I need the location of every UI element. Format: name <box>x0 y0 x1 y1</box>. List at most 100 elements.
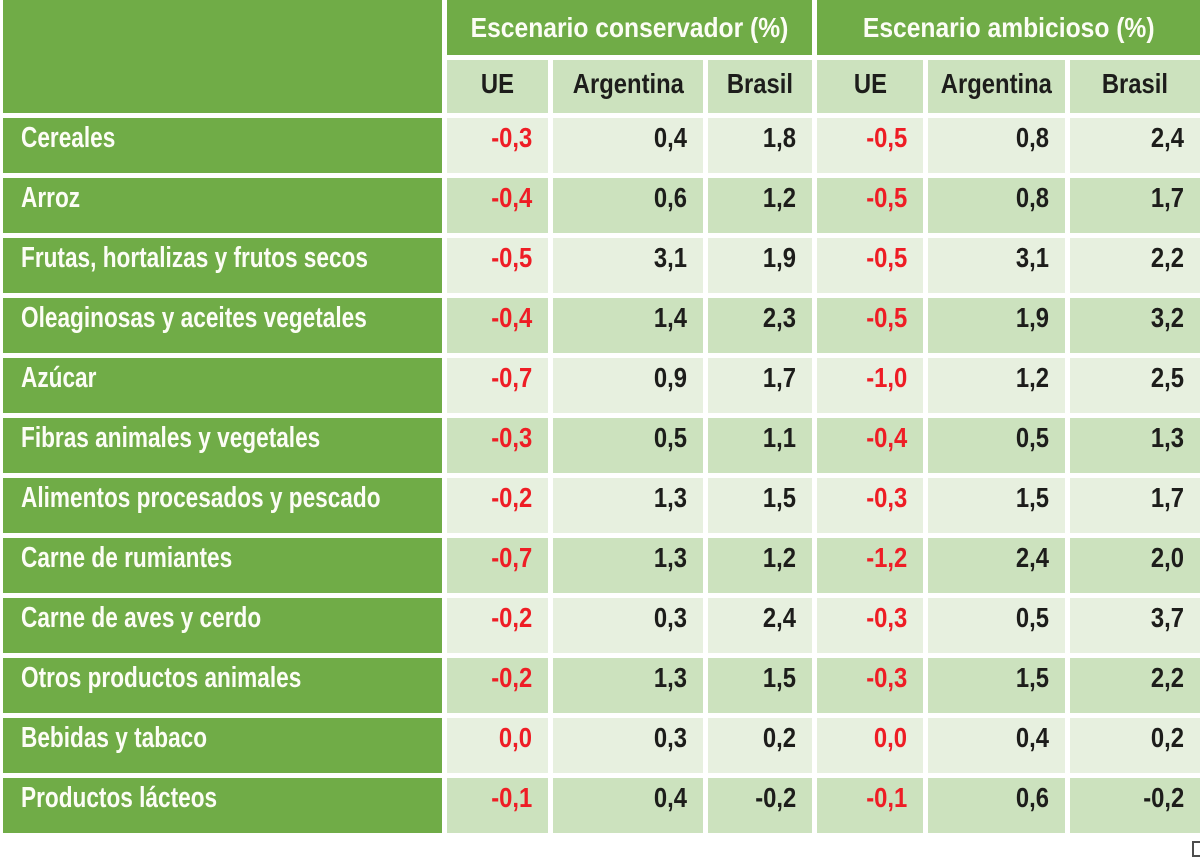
row-label-text: Arroz <box>21 182 81 214</box>
corner-header-cell <box>3 0 442 113</box>
scenario-header-conservador: Escenario conservador (%) <box>447 0 812 55</box>
value-text: 1,5 <box>1015 662 1049 693</box>
column-header-label: Brasil <box>1101 67 1169 99</box>
value-text: 1,2 <box>762 542 796 573</box>
value-text: 3,1 <box>653 242 687 273</box>
value-cell: 2,2 <box>1070 238 1200 293</box>
value-cell: 1,1 <box>708 418 812 473</box>
value-cell: -0,4 <box>817 418 923 473</box>
value-cell: 0,5 <box>928 418 1065 473</box>
value-cell: 1,2 <box>928 358 1065 413</box>
value-text: -0,3 <box>865 602 907 633</box>
scenario-header-conservador-label: Escenario conservador (%) <box>470 11 789 43</box>
value-cell: -0,3 <box>817 598 923 653</box>
value-text: -0,2 <box>754 782 796 813</box>
value-text: 0,9 <box>653 362 687 393</box>
value-text: 1,3 <box>653 662 687 693</box>
scenario-header-ambicioso: Escenario ambicioso (%) <box>817 0 1200 55</box>
value-text: -0,5 <box>865 182 907 213</box>
value-text: 1,5 <box>762 662 796 693</box>
value-cell: 0,4 <box>928 718 1065 773</box>
row-label: Carne de rumiantes <box>3 538 442 593</box>
row-label-text: Oleaginosas y aceites vegetales <box>21 302 367 334</box>
value-cell: -0,4 <box>447 298 548 353</box>
column-header-ue-conservador: UE <box>447 60 548 113</box>
value-cell: 2,4 <box>928 538 1065 593</box>
cropped-square-glyph <box>1192 841 1200 857</box>
value-cell: 1,3 <box>553 658 703 713</box>
value-cell: -0,3 <box>817 478 923 533</box>
row-label-text: Fibras animales y vegetales <box>21 422 321 454</box>
value-cell: 2,4 <box>1070 118 1200 173</box>
value-text: 0,0 <box>873 722 907 753</box>
column-header-label: UE <box>480 67 515 99</box>
value-cell: -0,5 <box>447 238 548 293</box>
row-label-text: Carne de rumiantes <box>21 542 233 574</box>
value-cell: 0,3 <box>553 718 703 773</box>
value-text: 1,4 <box>653 302 687 333</box>
value-cell: 0,5 <box>553 418 703 473</box>
value-text: 2,2 <box>1150 242 1184 273</box>
value-text: -1,0 <box>865 362 907 393</box>
value-cell: 0,4 <box>553 118 703 173</box>
scenario-header-ambicioso-label: Escenario ambicioso (%) <box>862 11 1155 43</box>
value-text: 1,3 <box>653 542 687 573</box>
value-cell: 0,5 <box>928 598 1065 653</box>
column-header-ue-ambicioso: UE <box>817 60 923 113</box>
value-text: -1,2 <box>865 542 907 573</box>
value-cell: 1,5 <box>708 478 812 533</box>
value-cell: 1,3 <box>553 478 703 533</box>
row-label: Productos lácteos <box>3 778 442 833</box>
value-text: 3,7 <box>1150 602 1184 633</box>
value-text: -0,7 <box>490 542 532 573</box>
value-text: -0,2 <box>1142 782 1184 813</box>
value-text: -0,5 <box>865 302 907 333</box>
value-text: 0,4 <box>653 782 687 813</box>
value-text: 1,2 <box>762 182 796 213</box>
value-text: 2,5 <box>1150 362 1184 393</box>
value-cell: -1,0 <box>817 358 923 413</box>
value-cell: -0,2 <box>447 598 548 653</box>
value-text: -0,2 <box>490 482 532 513</box>
value-cell: -0,4 <box>447 178 548 233</box>
value-text: -0,5 <box>865 242 907 273</box>
row-label: Otros productos animales <box>3 658 442 713</box>
value-cell: 1,8 <box>708 118 812 173</box>
value-text: 1,2 <box>1015 362 1049 393</box>
value-text: 3,2 <box>1150 302 1184 333</box>
value-text: -0,5 <box>865 122 907 153</box>
value-cell: 1,2 <box>708 178 812 233</box>
column-header-label: Argentina <box>940 67 1053 99</box>
row-label-text: Carne de aves y cerdo <box>21 602 262 634</box>
value-text: 2,3 <box>762 302 796 333</box>
value-text: 0,2 <box>762 722 796 753</box>
value-cell: 2,5 <box>1070 358 1200 413</box>
value-text: 0,0 <box>498 722 532 753</box>
value-text: 0,3 <box>653 722 687 753</box>
row-label: Bebidas y tabaco <box>3 718 442 773</box>
value-text: 1,7 <box>1150 182 1184 213</box>
value-text: -0,4 <box>490 302 532 333</box>
value-text: 1,7 <box>762 362 796 393</box>
column-header-argentina-ambicioso: Argentina <box>928 60 1065 113</box>
value-cell: -0,3 <box>447 418 548 473</box>
value-text: -0,3 <box>865 662 907 693</box>
value-text: -0,2 <box>490 602 532 633</box>
value-text: 2,4 <box>762 602 796 633</box>
value-cell: 0,4 <box>553 778 703 833</box>
value-cell: 0,6 <box>928 778 1065 833</box>
value-text: 0,4 <box>653 122 687 153</box>
row-label-text: Azúcar <box>21 362 97 394</box>
value-text: -0,2 <box>490 662 532 693</box>
value-cell: 1,5 <box>708 658 812 713</box>
column-header-argentina-conservador: Argentina <box>553 60 703 113</box>
row-label-text: Productos lácteos <box>21 782 218 814</box>
row-label: Oleaginosas y aceites vegetales <box>3 298 442 353</box>
value-cell: 1,9 <box>708 238 812 293</box>
row-label: Frutas, hortalizas y frutos secos <box>3 238 442 293</box>
value-text: 1,5 <box>1015 482 1049 513</box>
row-label: Arroz <box>3 178 442 233</box>
row-label: Alimentos procesados y pescado <box>3 478 442 533</box>
value-cell: -0,3 <box>447 118 548 173</box>
row-label: Azúcar <box>3 358 442 413</box>
